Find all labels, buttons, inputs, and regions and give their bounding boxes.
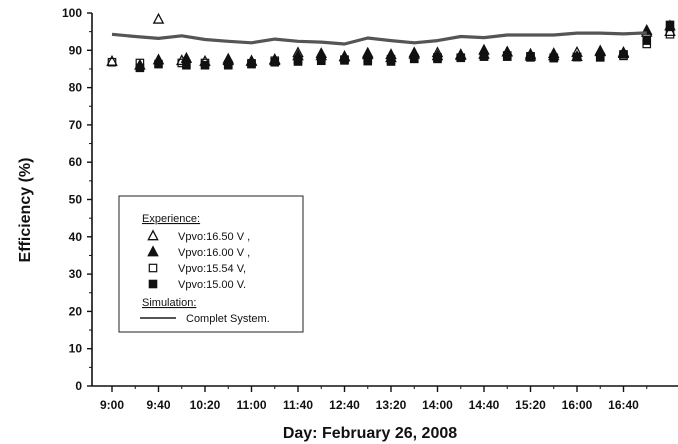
y-tick-label: 40 [69,230,83,244]
legend: Experience: Vpvo:16.50 V , Vpvo:16.00 V ,… [118,195,304,333]
data-point [595,51,605,61]
legend-marker [147,245,159,257]
data-point [340,55,349,64]
data-point [200,60,210,70]
x-tick-label: 11:00 [236,398,266,412]
y-tick-label: 50 [69,193,83,207]
legend-items: Vpvo:16.50 V , Vpvo:16.00 V , Vpvo:15.54 V… [140,229,270,325]
axes: 0 10 20 30 40 50 60 70 80 90 100 9:00 9:40 10:20 11:00… [62,6,678,412]
y-tick-label: 30 [69,267,83,281]
data-point [665,29,675,39]
series-vpvo-15-00-v [135,20,675,73]
y-axis-title: Efficiency (%) [17,158,34,263]
x-tick-label: 12:40 [329,398,360,412]
data-point [433,54,442,64]
data-point [642,36,652,45]
x-tick-label: 16:40 [608,398,639,412]
data-point [363,56,373,66]
legend-experience-title: Experience: [142,213,200,225]
data-point [526,53,535,62]
y-tick-label: 70 [69,118,83,132]
data-point [182,60,191,70]
data-point [316,56,326,66]
x-tick-label: 16:00 [562,398,593,412]
legend-label: Vpvo:16.50 V , [178,231,250,243]
data-point [479,52,489,61]
data-point [107,57,117,67]
y-tick-label: 60 [69,155,83,169]
data-point [386,57,396,66]
data-point [106,54,118,66]
data-point [270,57,280,67]
y-tick-label: 20 [69,304,83,318]
data-point [502,52,512,61]
data-point [293,57,303,66]
x-tick-label: 11:40 [283,398,313,412]
data-point [247,59,256,69]
data-point [135,63,145,73]
series-layer [106,12,676,73]
legend-label: Vpvo:15.00 V. [178,279,246,291]
x-tick-label: 9:00 [100,398,124,412]
data-point [572,52,582,62]
x-tick-label: 10:20 [190,398,221,412]
y-tick-label: 0 [75,379,82,393]
y-tick-label: 80 [69,81,83,95]
y-tick-label: 10 [69,342,83,356]
data-point [456,53,466,63]
legend-marker [147,229,159,241]
data-point [409,53,419,63]
data-point [154,59,163,69]
x-tick-label: 15:20 [515,398,546,412]
legend-marker [148,279,158,289]
legend-label: Vpvo:15.54 V, [178,263,246,275]
data-point [223,60,233,70]
legend-simulation-title: Simulation: [142,297,196,309]
data-point [549,53,559,63]
x-tick-label: 13:20 [376,398,407,412]
x-tick-label: 14:40 [469,398,500,412]
data-point [665,20,675,30]
y-tick-label: 100 [62,6,82,20]
y-tick-label: 90 [69,43,83,57]
simulation-line [111,31,647,46]
x-axis-title: Day: February 26, 2008 [283,425,457,442]
data-point [619,50,628,59]
legend-label: Complet System. [186,313,270,325]
x-tick-label: 9:40 [146,398,170,412]
series-complet-system [111,31,647,46]
data-point [152,12,165,24]
legend-marker [148,263,158,273]
x-tick-label: 14:00 [422,398,453,412]
legend-label: Vpvo:16.00 V , [178,247,250,259]
